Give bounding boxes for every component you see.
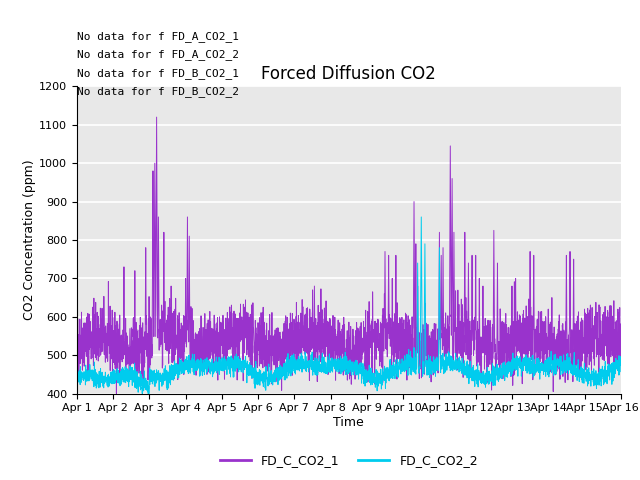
Y-axis label: CO2 Concentration (ppm): CO2 Concentration (ppm) (23, 160, 36, 320)
Legend: FD_C_CO2_1, FD_C_CO2_2: FD_C_CO2_1, FD_C_CO2_2 (214, 449, 483, 472)
X-axis label: Time: Time (333, 416, 364, 429)
Text: No data for f FD_B_CO2_2: No data for f FD_B_CO2_2 (77, 86, 239, 97)
Text: No data for f FD_B_CO2_1: No data for f FD_B_CO2_1 (77, 68, 239, 79)
Text: No data for f FD_A_CO2_2: No data for f FD_A_CO2_2 (77, 49, 239, 60)
Text: No data for f FD_A_CO2_1: No data for f FD_A_CO2_1 (77, 31, 239, 42)
Title: Forced Diffusion CO2: Forced Diffusion CO2 (261, 65, 436, 84)
